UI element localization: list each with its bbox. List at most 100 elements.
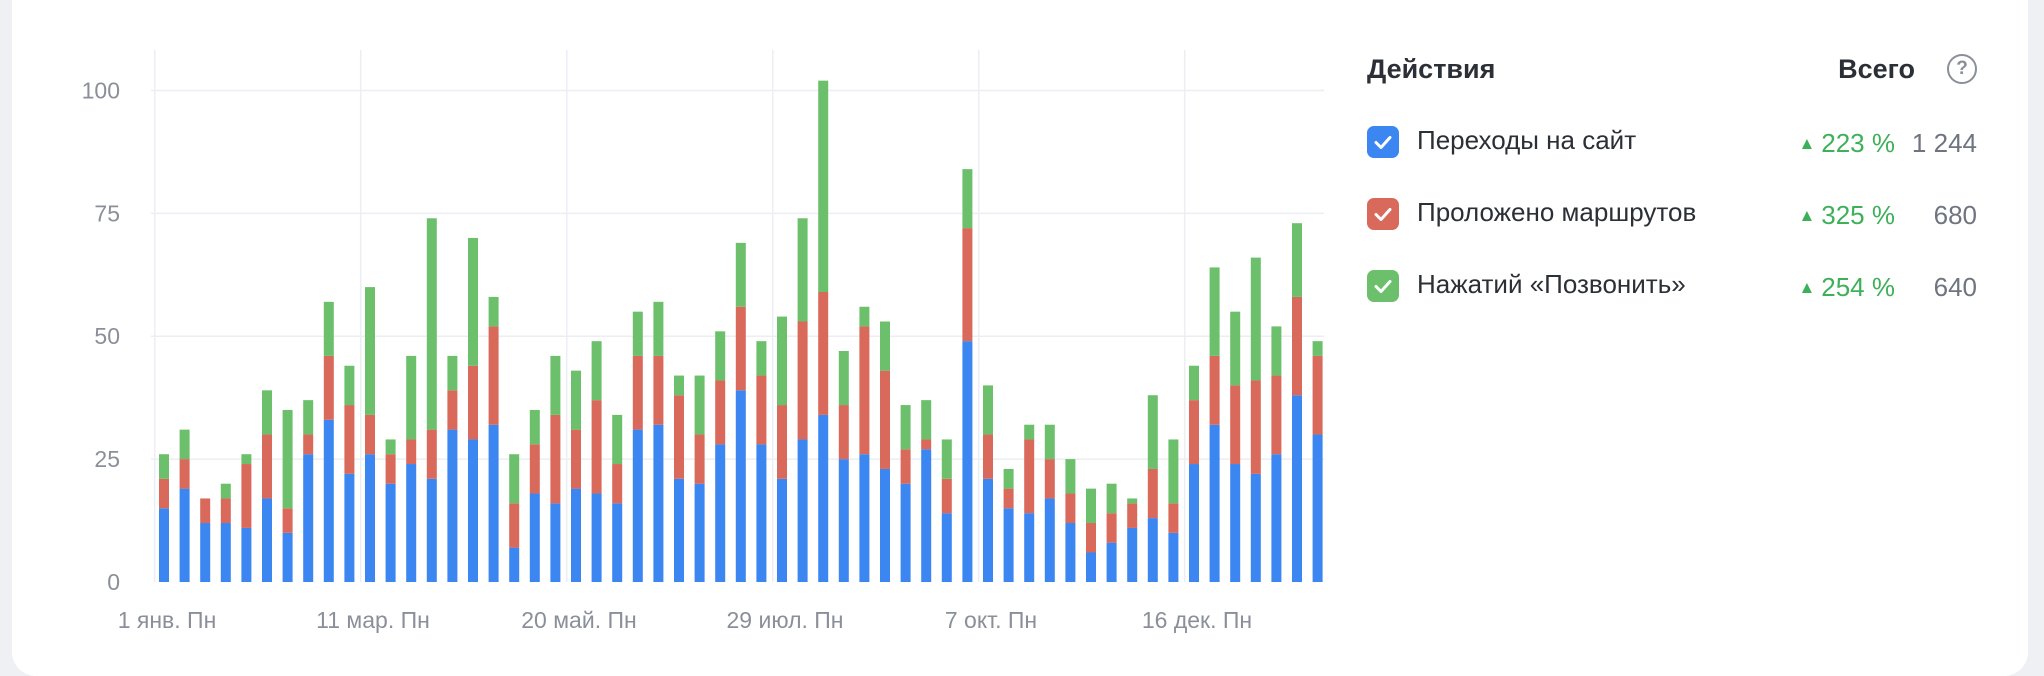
bar-segment-series-2: [447, 355, 458, 391]
bar-segment-series-0: [1065, 523, 1076, 582]
routes-checkbox[interactable]: [1367, 198, 1399, 230]
bar-segment-series-0: [941, 513, 952, 582]
bar-segment-series-0: [1024, 513, 1035, 582]
bar-segment-series-2: [550, 355, 561, 415]
bar-segment-series-1: [859, 326, 870, 455]
bar-segment-series-2: [797, 218, 808, 322]
bar-segment-series-0: [1168, 532, 1179, 582]
bar-segment-series-2: [365, 287, 375, 415]
bar-segment-series-2: [488, 296, 499, 327]
y-tick-label: 0: [107, 569, 120, 595]
bar-segment-series-0: [303, 454, 314, 582]
x-tick-label: 11 мар. Пн: [316, 607, 430, 633]
bar-segment-series-1: [365, 414, 375, 455]
bar-segment-series-1: [735, 306, 746, 391]
bar-segment-series-0: [200, 523, 211, 582]
bar-segment-series-0: [1312, 434, 1323, 582]
bar-segment-series-0: [983, 478, 993, 582]
bar-segment-series-0: [1086, 552, 1096, 582]
bar-segment-series-1: [1209, 355, 1220, 425]
bar-segment-series-1: [777, 405, 787, 479]
bar-segment-series-1: [632, 355, 643, 430]
bar-segment-series-2: [509, 454, 520, 504]
bar-segment-series-1: [1189, 400, 1199, 465]
bar-segment-series-2: [1065, 459, 1076, 494]
bar-segment-series-2: [262, 390, 272, 435]
bar-segment-series-2: [838, 350, 849, 406]
bar-segment-series-2: [591, 341, 602, 401]
bar-segment-series-0: [406, 464, 417, 582]
legend-item-routes[interactable]: Проложено маршрутов ▲ 325 % 680: [1367, 194, 1977, 238]
bar-segment-series-1: [200, 498, 211, 524]
bar-segment-series-2: [818, 80, 829, 293]
question-circle-icon[interactable]: ?: [1947, 54, 1977, 84]
bar-segment-series-1: [529, 444, 540, 494]
bar-segment-series-0: [818, 414, 829, 582]
bar-segment-series-1: [303, 434, 314, 455]
bar-segment-series-0: [282, 532, 293, 582]
bar-segment-series-0: [179, 488, 190, 582]
bar-segment-series-0: [1106, 542, 1117, 582]
bar-segment-series-0: [632, 429, 643, 582]
bar-segment-series-1: [694, 434, 705, 484]
legend-item-label: Проложено маршрутов: [1417, 197, 1697, 227]
change-value: 254 %: [1821, 272, 1895, 302]
bar-segment-series-0: [1189, 464, 1199, 582]
bar-segment-series-0: [488, 424, 499, 582]
bar-segment-series-0: [241, 527, 252, 582]
bar-segment-series-0: [426, 478, 437, 582]
bar-segment-series-0: [220, 523, 231, 582]
bar-segment-series-0: [880, 468, 890, 582]
bar-segment-series-2: [1209, 267, 1220, 356]
legend-item-site-visits[interactable]: Переходы на сайт ▲ 223 % 1 244: [1367, 122, 1977, 166]
bar-segment-series-2: [1250, 257, 1261, 381]
bar-segment-series-2: [1168, 439, 1179, 504]
bar-segment-series-2: [571, 370, 581, 430]
bar-segment-series-0: [859, 454, 870, 582]
bar-segment-series-2: [962, 169, 973, 229]
bar-segment-series-2: [1106, 483, 1117, 514]
bar-segment-series-1: [921, 439, 932, 450]
bar-segment-series-2: [385, 439, 396, 455]
change-value: 223 %: [1821, 128, 1895, 158]
bar-segment-series-0: [159, 508, 169, 582]
bar-segment-series-0: [1271, 454, 1282, 582]
y-tick-label: 100: [82, 77, 120, 103]
bar-segment-series-1: [1024, 439, 1035, 514]
x-tick-label: 29 июл. Пн: [727, 607, 844, 633]
bar-segment-series-0: [1250, 473, 1261, 582]
bar-segment-series-2: [1127, 498, 1138, 504]
bar-segment-series-2: [529, 409, 540, 445]
bar-segment-series-2: [1024, 424, 1035, 440]
legend-item-calls[interactable]: Нажатий «Позвонить» ▲ 254 % 640: [1367, 266, 1977, 310]
bar-segment-series-1: [550, 414, 561, 504]
bar-segment-series-1: [159, 478, 169, 509]
bar-segment-series-2: [983, 385, 993, 435]
bar-segment-series-0: [1292, 395, 1302, 582]
bar-segment-series-1: [1168, 503, 1179, 533]
bar-segment-series-0: [756, 444, 767, 582]
change-badge: ▲ 223 %: [1798, 128, 1895, 159]
bar-segment-series-1: [715, 380, 726, 445]
bar-segment-series-2: [468, 237, 478, 366]
bar-segment-series-1: [262, 434, 272, 499]
site-visits-checkbox[interactable]: [1367, 126, 1399, 158]
y-tick-label: 75: [94, 200, 120, 226]
bar-segment-series-2: [220, 483, 231, 499]
bar-segment-series-0: [385, 483, 396, 582]
bar-segment-series-1: [571, 429, 581, 489]
bar-segment-series-2: [941, 439, 952, 479]
bar-segment-series-1: [962, 228, 973, 342]
triangle-up-icon: ▲: [1798, 134, 1816, 153]
bar-segment-series-2: [344, 365, 355, 406]
bar-segment-series-0: [797, 439, 808, 582]
bar-segment-series-2: [323, 301, 334, 356]
calls-checkbox[interactable]: [1367, 270, 1399, 302]
bar-segment-series-0: [468, 439, 478, 582]
bar-segment-series-0: [838, 459, 849, 582]
checkmark-icon: [1374, 208, 1392, 221]
bar-segment-series-0: [921, 449, 932, 582]
bar-segment-series-1: [756, 375, 767, 445]
bar-segment-series-0: [900, 483, 911, 582]
bar-segment-series-0: [674, 478, 684, 582]
